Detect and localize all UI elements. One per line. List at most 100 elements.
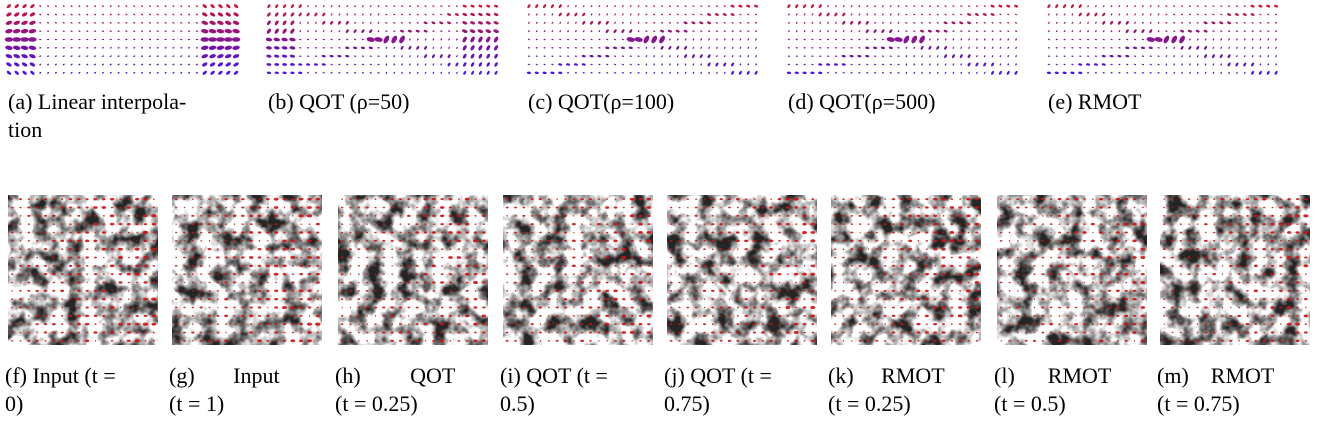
tensor-glyph: [913, 46, 916, 49]
tensor-glyph: [637, 13, 640, 16]
tensor-glyph: [899, 222, 904, 226]
tensor-glyph: [172, 47, 175, 49]
tensor-glyph: [369, 21, 372, 24]
tensor-glyph: [432, 63, 435, 66]
tensor-glyph: [315, 256, 320, 259]
tensor-glyph: [225, 223, 228, 225]
tensor-glyph: [1254, 339, 1258, 342]
tensor-glyph: [676, 45, 680, 50]
tensor-glyph: [1228, 46, 1230, 49]
tensor-glyph: [1049, 198, 1053, 200]
tensor-glyph: [1220, 5, 1223, 7]
tensor-glyph: [653, 63, 656, 66]
tensor-glyph: [345, 54, 350, 58]
tensor-glyph: [1221, 240, 1224, 242]
tensor-glyph: [678, 256, 681, 259]
tensor-glyph: [761, 298, 765, 301]
tensor-glyph: [1188, 231, 1191, 234]
tensor-glyph: [1220, 256, 1225, 259]
tensor-glyph: [720, 240, 723, 242]
tensor-glyph: [819, 21, 822, 24]
tensor-glyph: [195, 13, 198, 16]
tensor-glyph: [1116, 248, 1120, 251]
tensor-glyph: [281, 46, 288, 50]
tensor-glyph: [366, 198, 368, 200]
tensor-glyph: [850, 231, 854, 234]
tensor-glyph: [638, 198, 643, 201]
tensor-glyph: [135, 264, 140, 267]
tensor-glyph: [47, 13, 50, 16]
tensor-glyph: [714, 13, 719, 16]
tensor-glyph: [802, 306, 807, 309]
tensor-glyph: [415, 323, 419, 326]
tensor-glyph: [1303, 214, 1309, 218]
tensor-glyph: [471, 70, 475, 75]
tensor-glyph: [273, 264, 279, 268]
tensor-glyph: [144, 331, 147, 334]
tensor-glyph: [736, 206, 739, 209]
tensor-glyph: [563, 214, 568, 217]
tensor-glyph: [1115, 272, 1120, 276]
tensor-glyph: [711, 323, 714, 325]
tensor-glyph: [153, 290, 155, 292]
tensor-glyph: [949, 314, 954, 317]
tensor-glyph: [1228, 223, 1233, 226]
tensor-glyph: [349, 331, 352, 334]
tensor-glyph: [710, 198, 715, 201]
tensor-glyph: [85, 298, 89, 300]
tensor-glyph: [1108, 240, 1111, 242]
tensor-glyph: [1049, 306, 1053, 309]
tensor-glyph: [1102, 20, 1106, 25]
tensor-glyph: [851, 331, 853, 334]
tensor-glyph: [1142, 198, 1144, 200]
tensor-glyph: [975, 215, 979, 217]
tensor-glyph: [527, 4, 531, 9]
tensor-glyph: [1041, 273, 1045, 276]
tensor-glyph: [867, 231, 870, 234]
tensor-glyph: [711, 339, 715, 342]
tensor-glyph: [590, 47, 593, 49]
tensor-glyph: [803, 55, 806, 57]
tensor-glyph: [803, 240, 806, 242]
tensor-glyph: [407, 264, 411, 267]
tensor-glyph: [1074, 223, 1078, 226]
tensor-glyph: [842, 265, 845, 267]
tensor-glyph: [1140, 281, 1146, 284]
tensor-glyph: [613, 297, 618, 301]
tensor-glyph: [695, 273, 698, 275]
tensor-glyph: [753, 281, 756, 284]
tensor-glyph: [660, 22, 664, 24]
caption-line: (c) QOT(ρ=100): [528, 89, 675, 114]
tensor-glyph: [164, 22, 167, 24]
tensor-glyph: [1102, 5, 1105, 8]
tensor-glyph: [346, 63, 349, 66]
tensor-glyph: [29, 62, 36, 67]
tensor-glyph: [753, 265, 756, 267]
tensor-glyph: [1279, 240, 1282, 242]
tensor-glyph: [653, 5, 656, 7]
tensor-glyph: [892, 248, 895, 250]
tensor-glyph: [275, 340, 278, 342]
tensor-glyph: [638, 297, 643, 301]
tensor-glyph: [850, 248, 854, 251]
tensor-glyph: [1203, 306, 1208, 309]
tensor-glyph: [448, 273, 453, 276]
tensor-glyph: [27, 248, 31, 250]
tensor-glyph: [345, 29, 349, 34]
tensor-glyph: [752, 239, 757, 242]
tensor-glyph: [249, 223, 253, 226]
tensor-glyph: [5, 20, 13, 25]
tensor-glyph: [1125, 20, 1129, 25]
tensor-glyph: [289, 54, 296, 58]
tensor-glyph: [1017, 215, 1019, 217]
tensor-glyph: [101, 47, 105, 49]
tensor-glyph: [349, 273, 352, 275]
tensor-glyph: [668, 13, 672, 16]
tensor-glyph: [999, 240, 1003, 242]
tensor-glyph: [1118, 38, 1121, 41]
tensor-glyph: [415, 223, 419, 226]
tensor-glyph: [1071, 38, 1074, 41]
tensor-glyph: [141, 63, 144, 66]
tensor-glyph: [1211, 21, 1216, 25]
tensor-glyph: [274, 63, 280, 66]
